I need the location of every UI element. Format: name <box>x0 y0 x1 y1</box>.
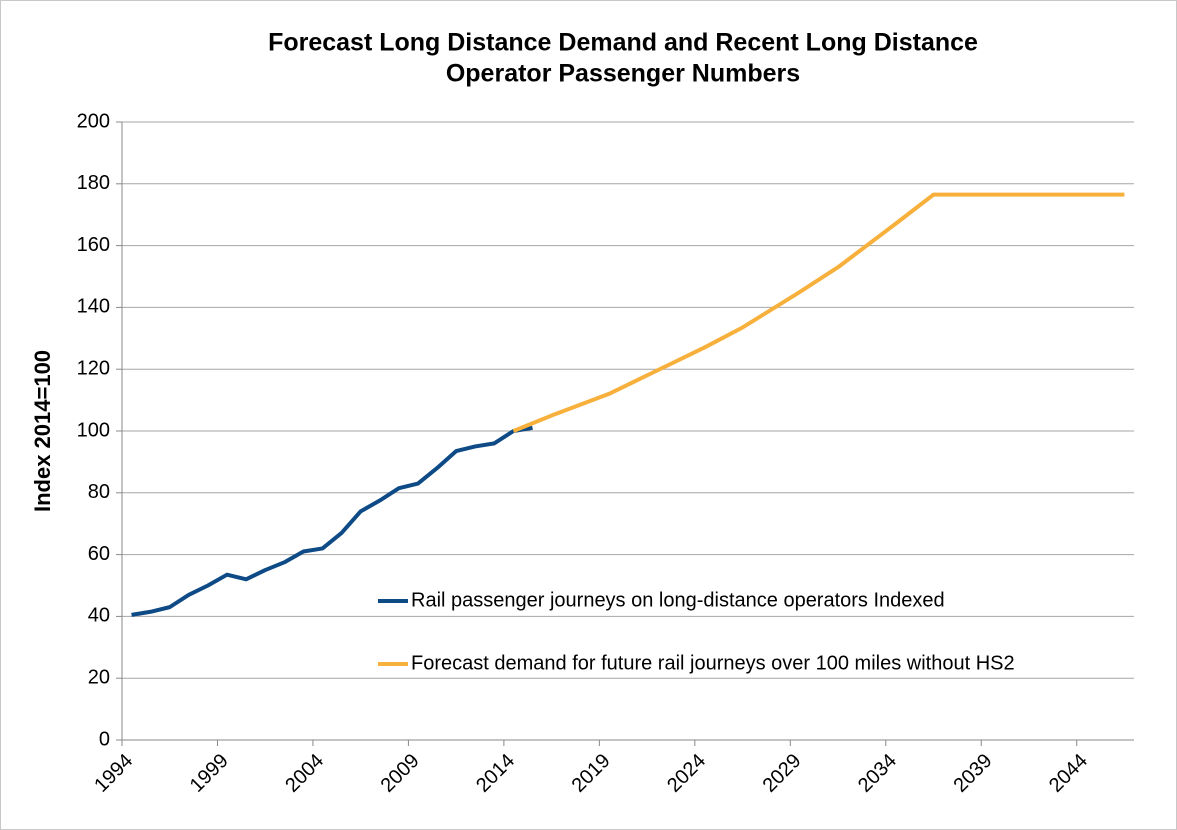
y-axis-label: Index 2014=100 <box>30 350 55 512</box>
chart-title: Forecast Long Distance Demand and Recent… <box>268 29 978 57</box>
y-tick-label: 120 <box>77 357 110 379</box>
y-tick-label: 160 <box>77 234 110 256</box>
y-tick-label: 40 <box>88 605 110 627</box>
y-tick-label: 80 <box>88 481 110 503</box>
y-tick-label: 180 <box>77 172 110 194</box>
y-tick-label: 140 <box>77 296 110 318</box>
y-tick-label: 200 <box>77 110 110 132</box>
y-tick-label: 100 <box>77 419 110 441</box>
legend-label: Forecast demand for future rail journeys… <box>411 652 1015 674</box>
legend-label: Rail passenger journeys on long-distance… <box>411 589 945 611</box>
chart-title: Operator Passenger Numbers <box>446 60 800 88</box>
y-tick-label: 0 <box>99 728 110 750</box>
data-line <box>131 425 533 617</box>
data-line <box>512 192 1125 433</box>
y-tick-label: 60 <box>88 543 110 565</box>
y-tick-label: 20 <box>88 666 110 688</box>
